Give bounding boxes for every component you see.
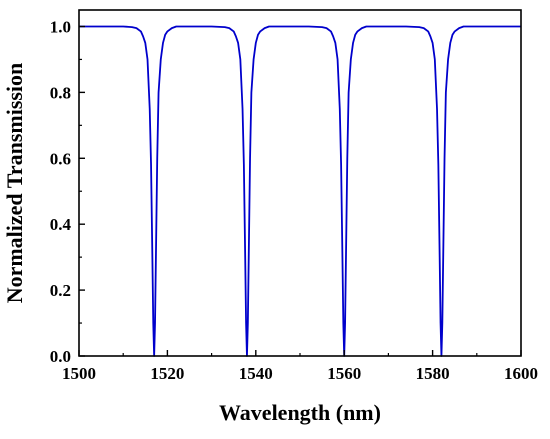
y-tick-label: 0.4: [50, 215, 72, 234]
x-tick-label: 1500: [62, 364, 96, 383]
y-axis-title: Normalized Transmission: [2, 63, 27, 304]
x-tick-label: 1600: [504, 364, 538, 383]
tick-layer: 1500 1520 1540 1560 1580 1600 0.0 0.2 0.4 0.6 0.8 1…: [50, 17, 538, 383]
transmission-series-line: [79, 25, 521, 357]
plot-frame: [78, 9, 522, 357]
y-tick-label: 0.0: [50, 347, 71, 366]
x-tick-label: 1560: [327, 364, 361, 383]
x-axis-title: Wavelength (nm): [219, 400, 381, 425]
x-tick-label: 1540: [239, 364, 273, 383]
y-tick-label: 0.2: [50, 281, 71, 300]
plot-layer: [79, 25, 521, 357]
x-tick-label: 1520: [150, 364, 184, 383]
x-tick-label: 1580: [416, 364, 450, 383]
y-tick-label: 0.8: [50, 83, 71, 102]
y-tick-label: 1.0: [50, 17, 71, 36]
y-tick-label: 0.6: [50, 149, 71, 168]
